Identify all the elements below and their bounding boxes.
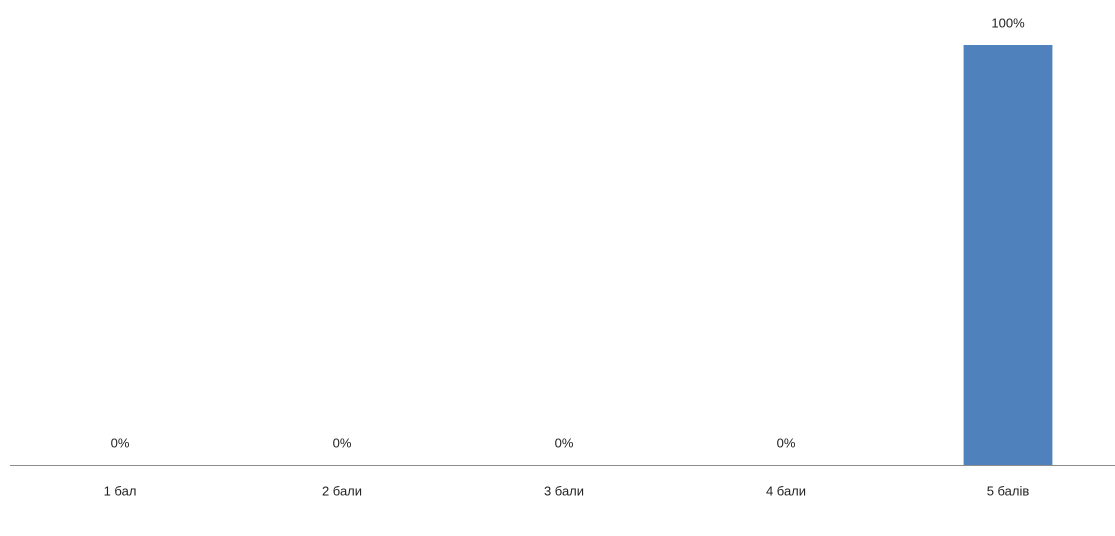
- bar: [963, 45, 1053, 465]
- x-tick-label: 2 бали: [322, 483, 362, 498]
- x-tick-label: 1 бал: [104, 483, 137, 498]
- x-tick-label: 5 балів: [987, 483, 1030, 498]
- data-label: 0%: [111, 435, 130, 450]
- x-tick-label: 4 бали: [766, 483, 806, 498]
- x-tick-label: 3 бали: [544, 483, 584, 498]
- data-label: 100%: [991, 15, 1025, 30]
- data-label: 0%: [777, 435, 796, 450]
- data-label: 0%: [555, 435, 574, 450]
- data-label: 0%: [333, 435, 352, 450]
